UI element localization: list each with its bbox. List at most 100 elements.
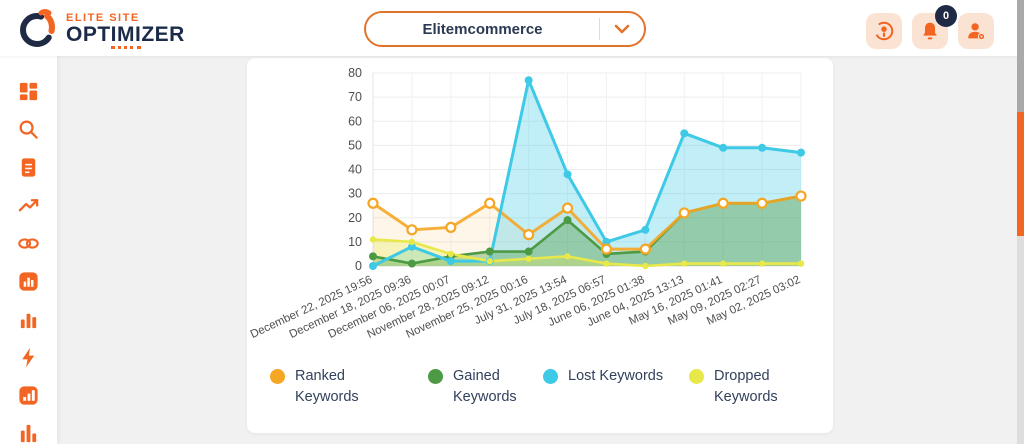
y-tick-label: 30	[348, 187, 362, 201]
data-point[interactable]	[642, 262, 649, 270]
legend-label: Dropped Keywords	[714, 368, 778, 406]
data-point[interactable]	[758, 143, 767, 152]
data-point[interactable]	[523, 229, 535, 241]
data-point[interactable]	[446, 257, 455, 266]
data-point[interactable]	[407, 242, 416, 251]
data-point[interactable]	[563, 170, 572, 179]
user-settings-button[interactable]	[958, 13, 994, 49]
lightning-icon	[22, 347, 35, 367]
logo-mark-icon	[20, 9, 55, 47]
data-point[interactable]	[758, 260, 766, 267]
data-point[interactable]	[756, 197, 768, 209]
data-point[interactable]	[484, 197, 496, 209]
keywords-chart-card: 0 10 20 30 40 50 60 70 80 December 22, 2025 19:56…	[247, 58, 833, 433]
sidebar-item-document[interactable]	[0, 148, 57, 186]
bell-icon	[923, 22, 937, 40]
data-point[interactable]	[717, 197, 729, 209]
data-point[interactable]	[797, 260, 805, 267]
data-point[interactable]	[563, 216, 572, 225]
legend-dot	[270, 369, 285, 384]
support-button[interactable]	[866, 13, 902, 49]
data-point[interactable]	[680, 129, 689, 138]
data-point[interactable]	[486, 257, 493, 265]
y-tick-label: 50	[348, 138, 362, 152]
sidebar-item-lightning[interactable]	[0, 338, 57, 376]
sidebar-item-search[interactable]	[0, 110, 57, 148]
data-point[interactable]	[524, 247, 533, 256]
report-square-icon	[19, 385, 38, 405]
data-point[interactable]	[603, 260, 610, 267]
sidebar-item-column-chart[interactable]	[0, 414, 57, 444]
data-point[interactable]	[719, 143, 728, 152]
data-point[interactable]	[369, 262, 377, 270]
trending-up-icon	[18, 198, 39, 211]
series-fill	[373, 196, 801, 266]
chart-legend: Ranked Keywords Gained Keywords Lost Keyword…	[247, 366, 833, 426]
user-settings-icon	[968, 23, 986, 41]
series-fill	[373, 196, 801, 266]
column-chart-icon	[20, 424, 37, 442]
data-point[interactable]	[485, 247, 494, 256]
legend-dot	[689, 369, 704, 384]
site-selector-dropdown[interactable]: Elitemcommerce	[364, 11, 646, 47]
chevron-down-icon[interactable]	[600, 24, 644, 34]
series-fill	[373, 80, 801, 266]
y-tick-label: 70	[348, 90, 362, 104]
link-icon	[18, 237, 39, 249]
data-point[interactable]	[639, 243, 651, 255]
sidebar-item-bar-chart[interactable]	[0, 300, 57, 338]
legend-label: Gained Keywords	[453, 368, 517, 406]
logo-text-bottom: OPTIMIZER	[66, 23, 185, 49]
sidebar-item-chart-square[interactable]	[0, 262, 57, 300]
dashboard-icon	[19, 82, 38, 100]
left-sidebar	[0, 56, 57, 444]
legend-item-dropped-keywords[interactable]: Dropped Keywords	[689, 366, 778, 408]
chart-square-icon	[19, 271, 38, 291]
data-point[interactable]	[719, 260, 727, 267]
data-point[interactable]	[602, 237, 611, 246]
series-line-lost-keywords	[372, 78, 802, 268]
site-selector-value: Elitemcommerce	[422, 20, 543, 38]
data-point[interactable]	[408, 238, 416, 246]
y-tick-label: 60	[348, 114, 362, 128]
sidebar-item-report-square[interactable]	[0, 376, 57, 414]
search-icon	[19, 120, 38, 139]
scrollbar-thumb[interactable]	[1017, 112, 1024, 236]
data-point[interactable]	[678, 207, 690, 219]
data-point[interactable]	[797, 148, 805, 157]
sidebar-item-link[interactable]	[0, 224, 57, 262]
data-point[interactable]	[407, 259, 416, 268]
data-point[interactable]	[524, 76, 533, 85]
data-point[interactable]	[367, 197, 379, 209]
legend-item-lost-keywords[interactable]: Lost Keywords	[543, 366, 663, 387]
sidebar-item-trending-up[interactable]	[0, 186, 57, 224]
data-point[interactable]	[561, 202, 574, 214]
data-point[interactable]	[369, 252, 377, 261]
legend-label: Ranked Keywords	[295, 368, 359, 406]
legend-item-ranked-keywords[interactable]: Ranked Keywords	[270, 366, 359, 408]
notifications-button[interactable]: 0	[912, 5, 957, 49]
page-scrollbar[interactable]	[1017, 0, 1024, 444]
data-point[interactable]	[525, 255, 532, 262]
series-line-ranked-keywords	[372, 194, 802, 251]
document-icon	[21, 157, 36, 177]
y-tick-label: 10	[348, 235, 362, 249]
data-point[interactable]	[445, 221, 457, 233]
data-point[interactable]	[369, 236, 377, 243]
data-point[interactable]	[641, 225, 650, 234]
sidebar-item-dashboard[interactable]	[0, 72, 57, 110]
legend-dot	[543, 369, 558, 384]
data-point[interactable]	[564, 253, 571, 260]
legend-item-gained-keywords[interactable]: Gained Keywords	[428, 366, 517, 408]
data-point[interactable]	[406, 224, 418, 236]
y-tick-label: 20	[348, 211, 362, 225]
data-point[interactable]	[681, 260, 688, 267]
data-point[interactable]	[795, 190, 807, 202]
top-header: ELITE SITE OPTIMIZER Elitemcommerce 0	[0, 0, 1024, 56]
data-point[interactable]	[447, 250, 455, 258]
app-logo: ELITE SITE OPTIMIZER	[14, 6, 185, 52]
data-point[interactable]	[600, 243, 613, 255]
logo-text-top: ELITE SITE	[66, 12, 140, 24]
dropdown-divider	[599, 18, 600, 40]
